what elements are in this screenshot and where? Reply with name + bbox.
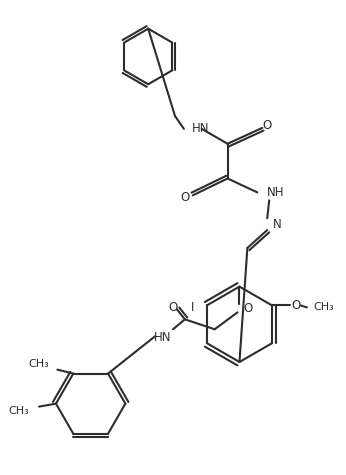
Text: CH₃: CH₃ [29,359,49,369]
Text: HN: HN [154,331,172,344]
Text: O: O [244,302,253,315]
Text: O: O [180,191,190,204]
Text: N: N [273,218,282,230]
Text: CH₃: CH₃ [314,303,335,313]
Text: O: O [291,299,301,312]
Text: I: I [191,301,194,314]
Text: CH₃: CH₃ [8,406,29,416]
Text: O: O [169,301,177,314]
Text: O: O [263,119,272,133]
Text: HN: HN [192,123,209,135]
Text: NH: NH [267,186,285,199]
